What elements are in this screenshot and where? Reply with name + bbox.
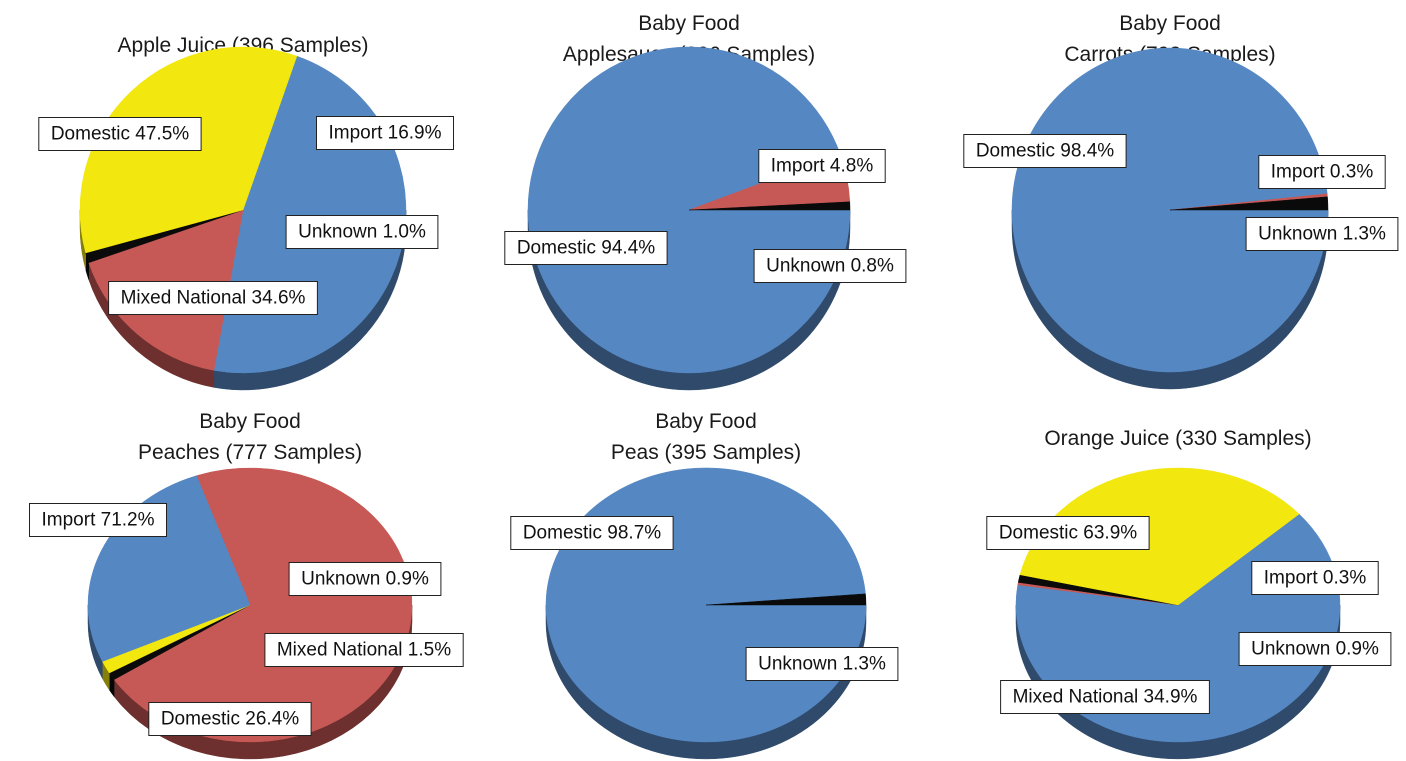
data-label-box (288, 562, 442, 596)
data-label-unknown: Unknown 0.9% (288, 562, 442, 596)
chart-title: Baby Food (655, 410, 757, 433)
data-label-text: Mixed National 1.5% (277, 640, 451, 661)
data-label-unknown: Unknown 1.3% (745, 647, 899, 681)
data-label-text: Import 16.9% (329, 123, 442, 144)
data-label-unknown: Unknown 0.9% (1238, 632, 1392, 666)
data-label-box (1258, 155, 1386, 189)
data-label-box (108, 281, 318, 315)
data-label-mixed-national: Mixed National 34.9% (1000, 680, 1210, 714)
data-label-import: Import 71.2% (29, 503, 167, 537)
data-label-box (758, 149, 886, 183)
data-label-text: Domestic 98.4% (976, 141, 1114, 162)
data-label-domestic: Domestic 98.4% (963, 134, 1127, 168)
data-label-box (29, 503, 167, 537)
data-label-text: Import 71.2% (42, 510, 155, 531)
data-label-text: Mixed National 34.6% (121, 288, 306, 309)
data-label-box (148, 702, 312, 736)
data-label-box (1251, 561, 1379, 595)
data-label-text: Domestic 47.5% (51, 124, 189, 145)
data-label-box (745, 647, 899, 681)
data-label-box (753, 249, 907, 283)
data-label-box (1245, 217, 1399, 251)
data-label-box (264, 633, 464, 667)
pie-chart-6: Orange Juice (330 Samples) Domestic 63.9%… (986, 427, 1392, 760)
data-label-import: Import 4.8% (758, 149, 886, 183)
data-label-text: Domestic 63.9% (999, 523, 1137, 544)
chart-title: Peas (395 Samples) (611, 441, 801, 464)
data-label-box (285, 215, 439, 249)
chart-title: Baby Food (1119, 12, 1221, 35)
data-label-text: Mixed National 34.9% (1013, 687, 1198, 708)
data-label-text: Unknown 0.9% (1251, 639, 1379, 660)
data-label-text: Unknown 0.8% (766, 256, 894, 277)
chart-title: Apple Juice (396 Samples) (118, 34, 369, 57)
data-label-box (1238, 632, 1392, 666)
pie-chart-4: Baby Food Peaches (777 Samples) Import 71.… (29, 410, 464, 760)
pie-chart-1: Apple Juice (396 Samples) Domestic 47.5% I… (38, 34, 454, 391)
pie-slice-unknown (1169, 196, 1329, 211)
data-label-domestic: Domestic 94.4% (504, 231, 668, 265)
data-label-text: Import 4.8% (771, 156, 874, 177)
data-label-box (38, 117, 202, 151)
data-label-import: Import 16.9% (316, 116, 454, 150)
data-label-mixed-national: Mixed National 34.6% (108, 281, 318, 315)
data-label-text: Unknown 1.3% (758, 654, 886, 675)
pie-chart-5: Baby Food Peas (395 Samples) Domestic 98.7… (510, 410, 899, 760)
data-label-text: Unknown 0.9% (301, 569, 429, 590)
data-label-domestic: Domestic 26.4% (148, 702, 312, 736)
data-label-mixed-national: Mixed National 1.5% (264, 633, 464, 667)
chart-title: Peaches (777 Samples) (138, 441, 362, 464)
chart-title: Baby Food (638, 12, 740, 35)
data-label-box (316, 116, 454, 150)
data-label-text: Import 0.3% (1271, 162, 1374, 183)
chart-title: Orange Juice (330 Samples) (1044, 427, 1311, 450)
pie-chart-3: Baby FoodCarrots (792 Samples)Domestic 9… (963, 12, 1399, 390)
data-label-text: Unknown 1.3% (1258, 224, 1386, 245)
data-label-text: Import 0.3% (1264, 568, 1367, 589)
pie-slice-unknown (705, 593, 867, 606)
data-label-box (510, 516, 674, 550)
data-label-box (963, 134, 1127, 168)
data-label-import: Import 0.3% (1251, 561, 1379, 595)
data-label-domestic: Domestic 47.5% (38, 117, 202, 151)
data-label-unknown: Unknown 1.0% (285, 215, 439, 249)
data-label-text: Domestic 94.4% (517, 238, 655, 259)
data-label-text: Domestic 26.4% (161, 709, 299, 730)
data-label-domestic: Domestic 63.9% (986, 516, 1150, 550)
pie-chart-2: Baby FoodApplesauce (396 Samples)Domesti… (504, 12, 907, 391)
data-label-box (986, 516, 1150, 550)
data-label-box (1000, 680, 1210, 714)
data-label-box (504, 231, 668, 265)
data-label-text: Domestic 98.7% (523, 523, 661, 544)
pie-slice-unknown (688, 201, 851, 211)
data-label-unknown: Unknown 1.3% (1245, 217, 1399, 251)
data-label-domestic: Domestic 98.7% (510, 516, 674, 550)
data-label-unknown: Unknown 0.8% (753, 249, 907, 283)
data-label-text: Unknown 1.0% (298, 222, 426, 243)
data-label-import: Import 0.3% (1258, 155, 1386, 189)
chart-title: Baby Food (199, 410, 301, 433)
